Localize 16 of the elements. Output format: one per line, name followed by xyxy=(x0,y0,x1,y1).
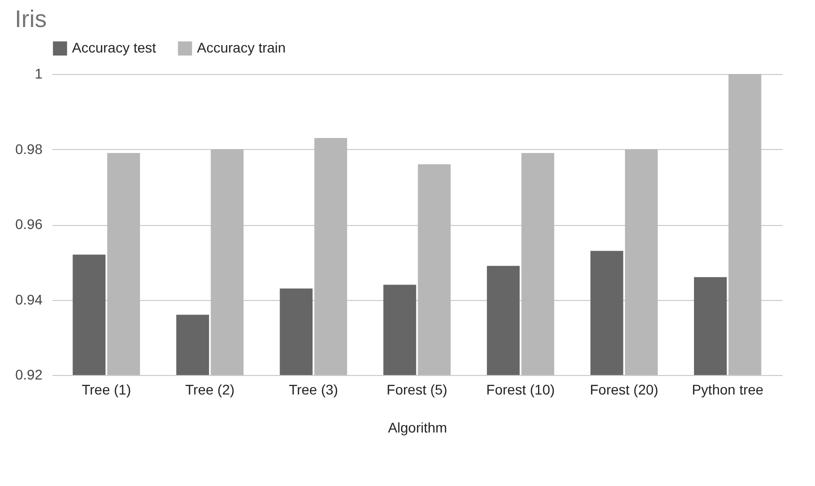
y-tick-label: 0.98 xyxy=(15,140,43,157)
x-tick-label: Forest (5) xyxy=(386,382,448,398)
x-tick-label: Forest (10) xyxy=(486,382,555,398)
x-tick-label: Tree (1) xyxy=(82,382,131,398)
y-tick-label: 0.92 xyxy=(15,366,43,382)
x-tick-label: Forest (20) xyxy=(590,382,658,398)
y-tick-label: 0.96 xyxy=(15,216,43,232)
y-tick-label: 0.94 xyxy=(15,291,43,308)
legend-label: Accuracy train xyxy=(197,39,286,56)
x-tick-label: Tree (3) xyxy=(288,382,338,398)
x-tick-label: Python tree xyxy=(692,382,764,398)
legend-label: Accuracy test xyxy=(72,39,156,56)
x-tick-label: Tree (2) xyxy=(185,382,235,398)
y-tick-label: 1 xyxy=(34,66,43,82)
x-axis-title: Algorithm xyxy=(388,420,448,436)
chart-title: Iris xyxy=(14,6,47,33)
